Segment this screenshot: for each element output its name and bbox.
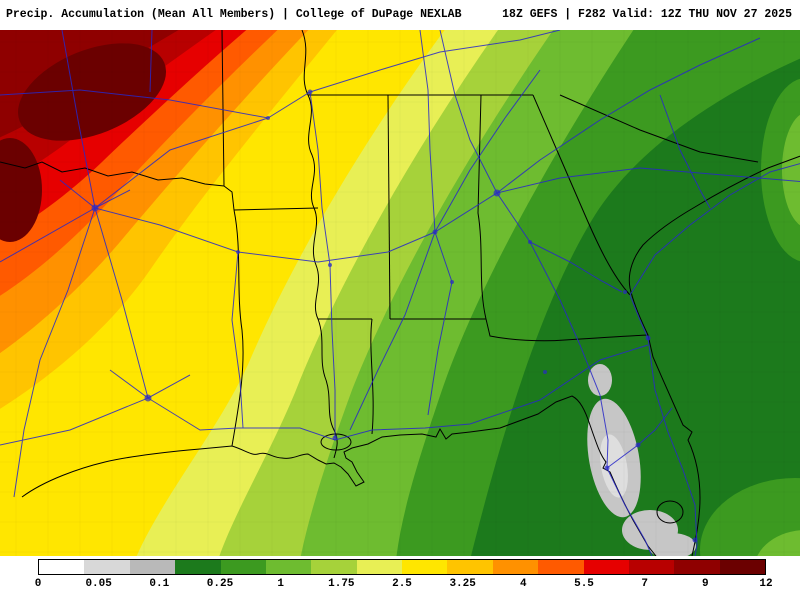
colorbar-tick-label: 1 [277,578,284,590]
model-run-valid-time: 18Z GEFS | F282 Valid: 12Z THU NOV 27 20… [502,8,792,21]
lake-pontchartrain [320,433,352,451]
colorbar-tick-label: 9 [702,578,709,590]
product-title: Precip. Accumulation (Mean All Members) … [6,8,462,21]
colorbar-tick-label: 0.05 [85,578,112,590]
colorbar-tick-label: 0 [34,578,42,590]
county-grid [0,30,800,556]
header-bar: Precip. Accumulation (Mean All Members) … [0,0,800,30]
colorbar-cell [402,560,448,574]
colorbar-cell [719,560,765,574]
precip-map-svg [0,30,800,556]
colorbar-cell [447,560,493,574]
colorbar-cell [492,560,539,574]
colorbar-tick-labels: 0 0.05 0.1 0.25 1 1.75 2.5 3.25 4 5.5 7 9 12 [34,578,773,592]
colorbar-tick-label: 7 [641,578,648,590]
colorbar-gradient [38,559,766,575]
colorbar-cell [311,560,357,574]
colorbar-cell [583,560,629,574]
colorbar-tick-label: 5.5 [574,578,594,590]
city-markers [91,89,698,543]
coastline [21,155,800,556]
colorbar-cell [265,560,312,574]
colorbar-tick-label: 12 [759,578,773,590]
colorbar-cell [39,560,85,574]
colorbar-cell [220,560,266,574]
colorbar-tick-label: 2.5 [392,578,412,590]
precip-map [0,30,800,556]
colorbar-tick-label: 0.25 [206,578,234,590]
lake-okeechobee [656,500,684,524]
colorbar-cell [175,560,221,574]
colorbar-cell [129,560,176,574]
colorbar-cell [628,560,675,574]
florida-gray-patches [587,364,696,556]
colorbar-cell [356,560,402,574]
colorbar: 0 0.05 0.1 0.25 1 1.75 2.5 3.25 4 5.5 7 9 12 [0,557,800,600]
colorbar-tick-label: 0.1 [149,578,170,590]
colorbar-cell [538,560,584,574]
colorbar-cell [84,560,130,574]
colorbar-tick-label: 1.75 [328,578,355,590]
colorbar-cell [674,560,720,574]
colorbar-tick-label: 4 [520,578,527,590]
state-borders [0,30,759,459]
colorbar-tick-label: 3.25 [449,578,476,590]
